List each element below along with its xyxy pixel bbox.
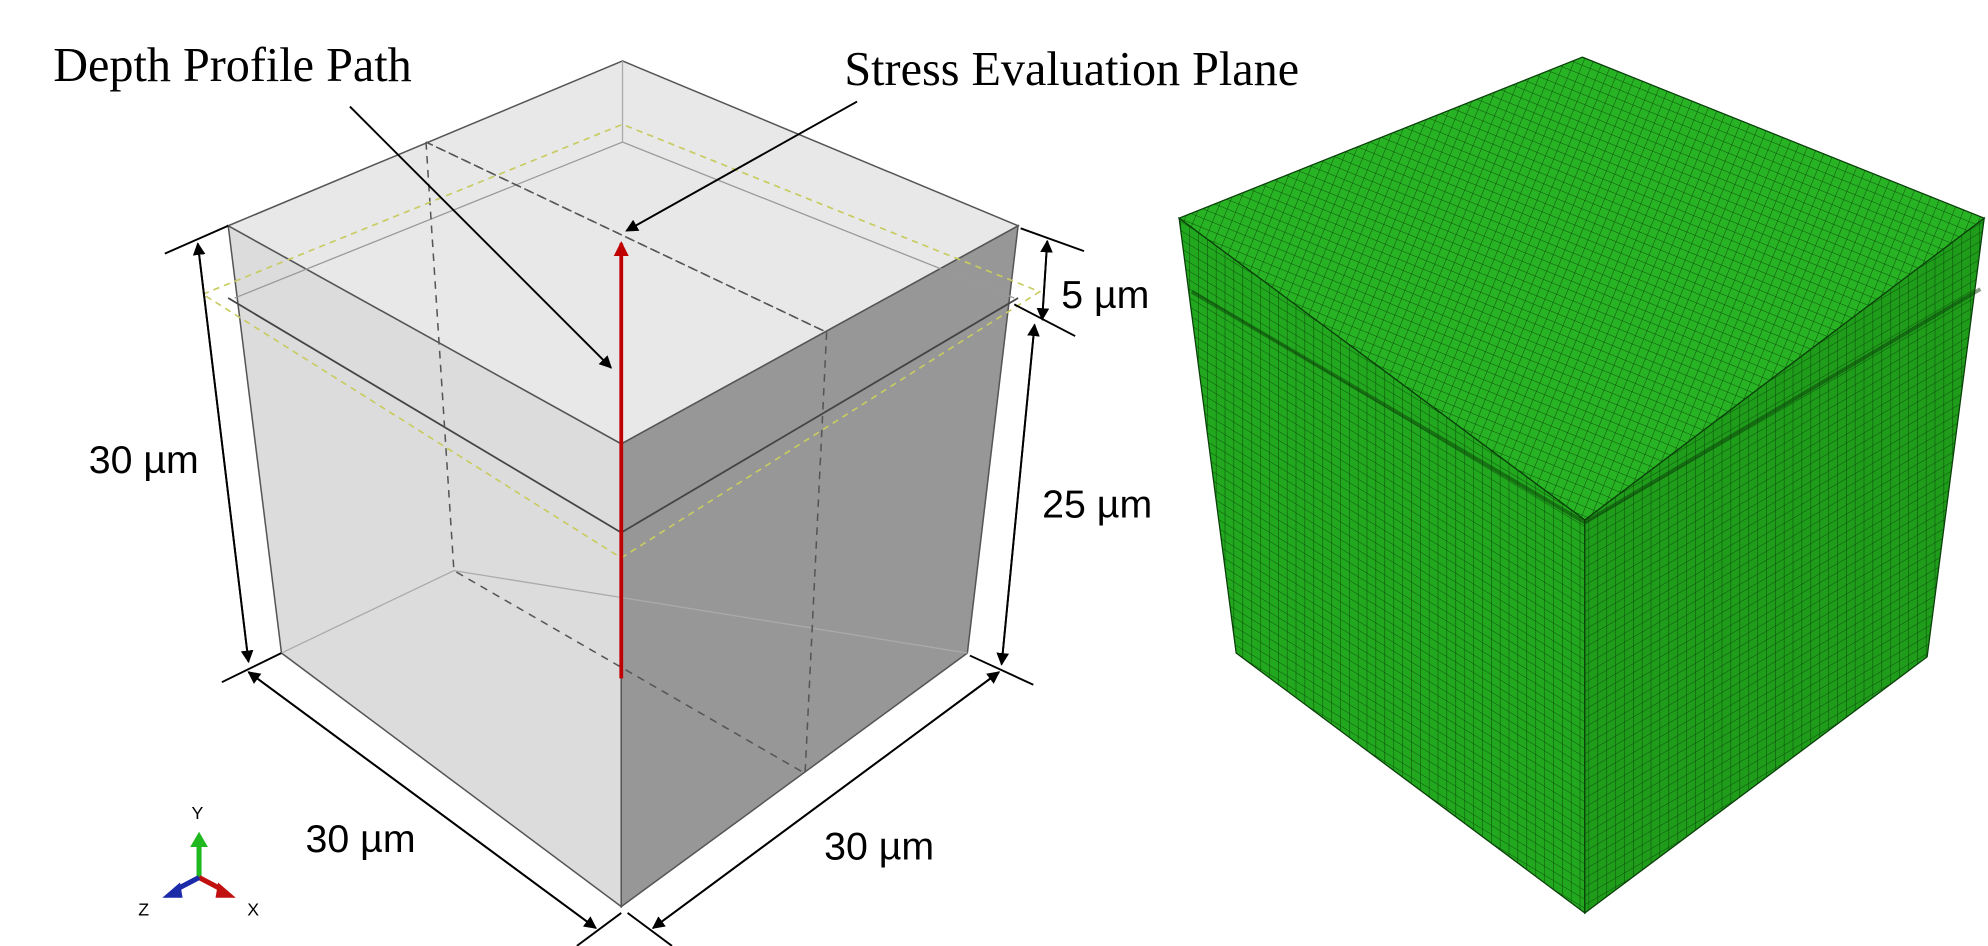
dimension: 25 µm xyxy=(1042,482,1152,526)
figure: Depth Profile Path Stress Evaluation Pla… xyxy=(0,0,1988,946)
schematic-cube xyxy=(203,61,1040,907)
axis-triad: Y Z X xyxy=(138,803,259,919)
label: Stress Evaluation Plane xyxy=(844,43,1299,96)
dimension: 30 µm xyxy=(824,825,934,869)
label: Depth Profile Path xyxy=(53,39,411,92)
dimension: 30 µm xyxy=(89,438,199,482)
axis-label: Y xyxy=(191,803,203,823)
axis-label: X xyxy=(247,899,259,919)
meshed-cube xyxy=(1179,57,1984,913)
axis-label: Z xyxy=(138,899,149,919)
dimension: 5 µm xyxy=(1061,273,1149,317)
dimension: 30 µm xyxy=(306,817,416,861)
page: Depth Profile Path Stress Evaluation Pla… xyxy=(0,0,1988,946)
